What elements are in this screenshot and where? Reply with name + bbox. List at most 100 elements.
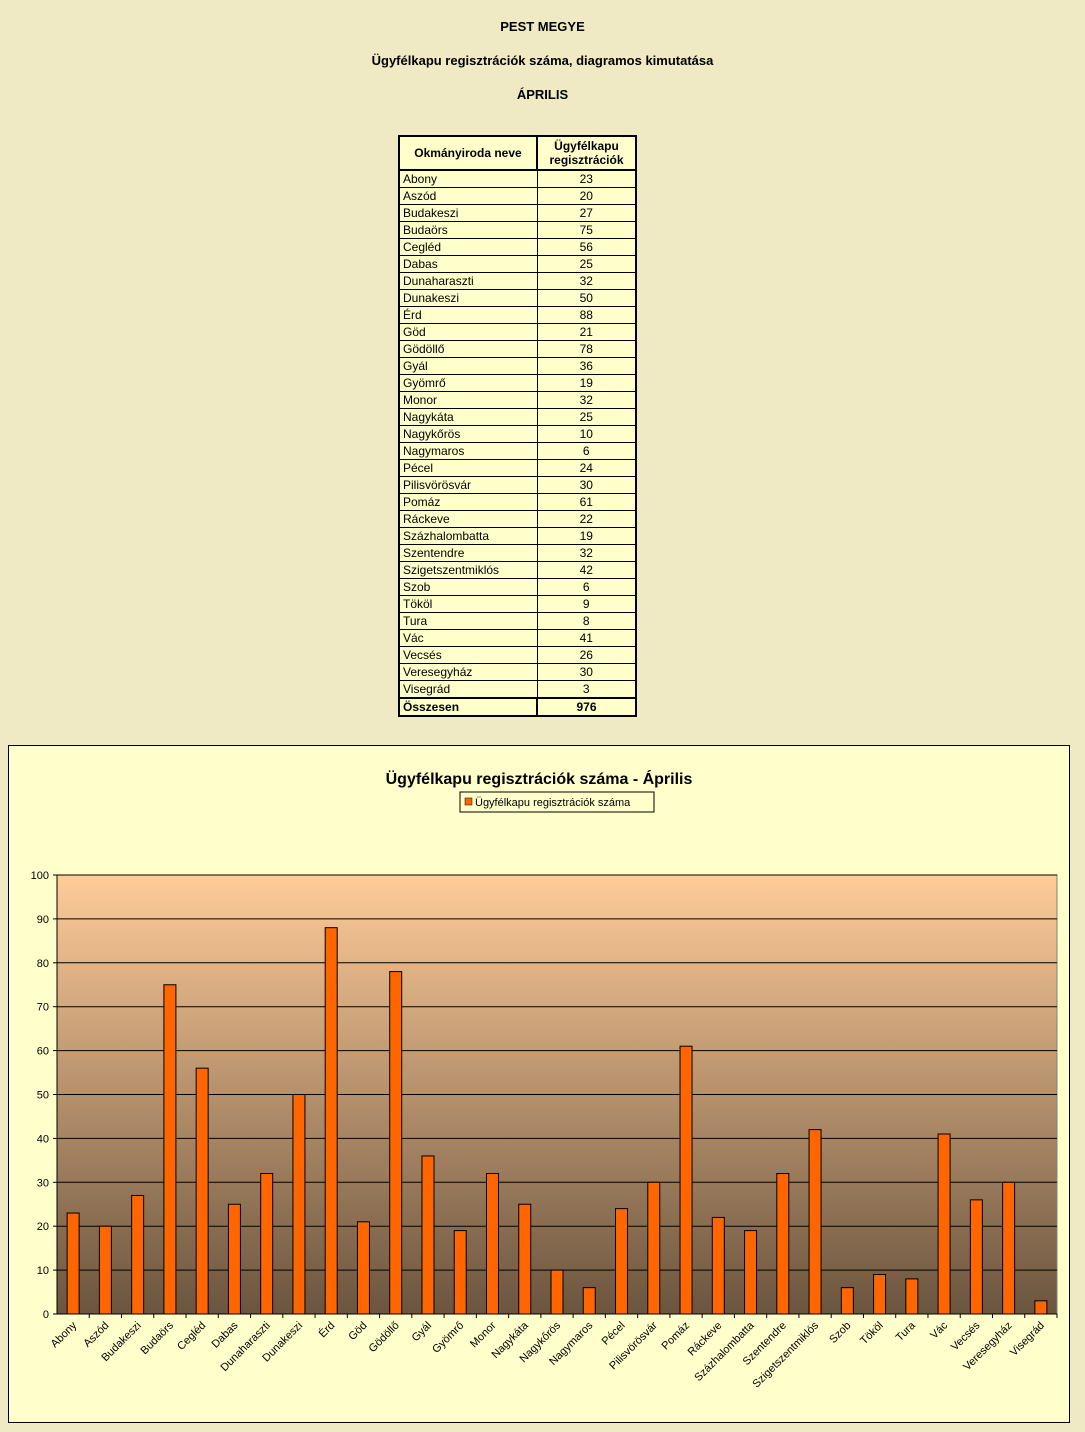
registrations-cell: 50 [536,289,637,307]
registrations-header-line1: Ügyfélkapu [554,139,619,153]
bar-chart: Ügyfélkapu regisztrációk száma - Április… [31,769,1058,1390]
registrations-cell: 22 [536,510,637,528]
x-tick-label: Dabas [210,1319,241,1350]
bar-7 [292,1094,306,1315]
chart-area: Ügyfélkapu regisztrációk száma - Április… [8,745,1070,1423]
office-name-cell: Aszód [398,187,538,205]
table-row: Szigetszentmiklós 42 [398,561,637,579]
x-tick-label: Gödöllő [367,1320,402,1355]
chart-title: Ügyfélkapu regisztrációk száma - Április [386,769,693,788]
x-tick-label: Pécel [600,1320,628,1348]
table-row: Százhalombatta 19 [398,527,637,545]
registrations-cell: 32 [536,272,637,290]
bar-9 [356,1221,370,1315]
registrations-cell: 61 [536,493,637,511]
y-tick-label: 80 [37,958,49,970]
table-row: Pomáz 61 [398,493,637,511]
registrations-cell: 30 [536,476,637,494]
table-row: Tura 8 [398,612,637,630]
bar-3 [163,984,177,1315]
registrations-cell: 88 [536,306,637,324]
office-name-cell: Nagykáta [398,408,538,426]
registrations-cell: 23 [536,169,637,188]
office-name-cell: Vác [398,629,538,647]
bar-17 [615,1208,629,1315]
registrations-cell: 3 [536,680,637,699]
y-tick-label: 20 [37,1221,49,1233]
y-tick-label: 100 [31,870,49,882]
office-name-cell: Szigetszentmiklós [398,561,538,579]
bar-23 [808,1129,822,1315]
x-tick-label: Gyál [410,1320,434,1344]
table-row: Szob 6 [398,578,637,596]
registrations-cell: 6 [536,578,637,596]
registrations-cell: 25 [536,255,637,273]
bar-2 [131,1194,145,1315]
x-tick-label: Göd [346,1320,369,1343]
bar-20 [711,1216,725,1315]
bar-0 [66,1212,80,1315]
legend-label: Ügyfélkapu regisztrációk száma [475,797,631,809]
registrations-cell: 19 [536,374,637,392]
bar-5 [227,1203,241,1315]
table-row: Visegrád 3 [398,680,637,699]
registrations-cell: 21 [536,323,637,341]
table-row: Veresegyház 30 [398,663,637,681]
x-tick-label: Tököl [858,1320,886,1348]
y-tick-label: 0 [43,1309,49,1321]
office-name-cell: Veresegyház [398,663,538,681]
table-row: Szentendre 32 [398,544,637,562]
table-row: Nagymaros 6 [398,442,637,460]
office-name-cell: Gyál [398,357,538,375]
x-tick-label: Budaörs [139,1319,177,1357]
table-row: Aszód 20 [398,187,637,205]
registrations-cell: 26 [536,646,637,664]
table-row: Gyömrő 19 [398,374,637,392]
bar-11 [421,1155,435,1315]
bar-21 [744,1230,758,1315]
registrations-column-header: Ügyfélkapu regisztrációk [536,135,637,171]
office-name-cell: Budaörs [398,221,538,239]
x-tick-label: Tura [894,1319,919,1344]
registrations-cell: 8 [536,612,637,630]
x-tick-label: Cegléd [175,1320,208,1353]
table-row: Nagykőrös 10 [398,425,637,443]
table-body: Abony 23 Aszód 20 Budakeszi 27 Budaörs 75 Cegléd… [398,169,637,717]
office-name-cell: Dunaharaszti [398,272,538,290]
registrations-cell: 41 [536,629,637,647]
y-tick-label: 10 [37,1265,49,1277]
x-tick-label: Visegrád [1008,1320,1047,1359]
office-name-cell: Tököl [398,595,538,613]
office-name-cell: Visegrád [398,680,538,699]
table-row: Dabas 25 [398,255,637,273]
table-row: Vecsés 26 [398,646,637,664]
table-row: Pilisvörösvár 30 [398,476,637,494]
bar-24 [840,1287,854,1315]
table-row: Cegléd 56 [398,238,637,256]
bar-22 [776,1173,790,1315]
registrations-cell: 9 [536,595,637,613]
table-row: Vác 41 [398,629,637,647]
table-row: Pécel 24 [398,459,637,477]
x-tick-label: Abony [49,1319,80,1350]
table-row: Dunaharaszti 32 [398,272,637,290]
table-row: Budakeszi 27 [398,204,637,222]
registrations-cell: 25 [536,408,637,426]
bar-10 [389,971,403,1315]
registrations-cell: 27 [536,204,637,222]
legend-box [459,791,655,813]
x-tick-label: Vác [928,1319,950,1341]
registrations-table: Okmányiroda neve Ügyfélkapu regisztráció… [398,135,637,717]
bar-16 [582,1287,596,1315]
bar-1 [98,1225,112,1315]
table-row: Dunakeszi 50 [398,289,637,307]
office-name-cell: Ráckeve [398,510,538,528]
office-name-cell: Monor [398,391,538,409]
office-name-cell: Gödöllő [398,340,538,358]
office-name-cell: Dunakeszi [398,289,538,307]
y-tick-label: 70 [37,1002,49,1014]
office-name-cell: Cegléd [398,238,538,256]
x-tick-label: Aszód [81,1320,111,1350]
bar-25 [873,1273,887,1315]
table-row: Tököl 9 [398,595,637,613]
